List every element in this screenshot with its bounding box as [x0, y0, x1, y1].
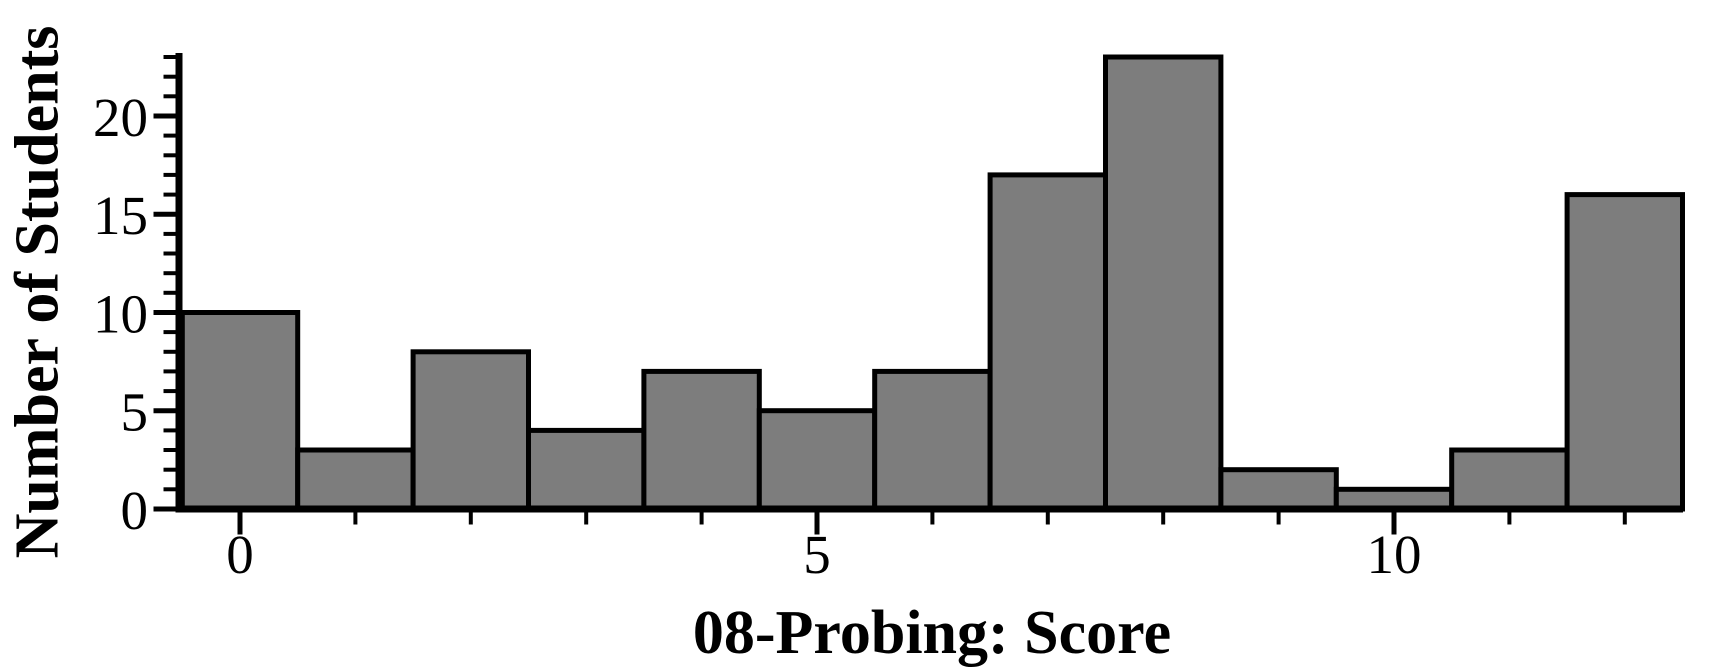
x-tick-label-5: 5	[803, 524, 831, 585]
bar-score-4	[641, 368, 762, 512]
y-tick-label-0: 0	[121, 480, 149, 541]
x-axis-label: 08-Probing: Score	[692, 599, 1172, 667]
y-tick-label-15: 15	[93, 185, 148, 246]
x-tick-label-0: 0	[226, 524, 254, 585]
bar-score-3	[526, 427, 647, 512]
y-tick-label-20: 20	[93, 87, 148, 148]
bar-score-0	[179, 310, 301, 512]
bar-score-9	[1218, 467, 1339, 512]
bar-score-7	[987, 172, 1108, 512]
y-tick-label-5: 5	[121, 382, 149, 443]
x-tick-label-10: 10	[1367, 524, 1422, 585]
bar-score-11	[1449, 447, 1570, 512]
bar-score-5	[756, 408, 878, 512]
bar-score-6	[872, 368, 993, 512]
bar-score-2	[410, 349, 532, 512]
bar-score-8	[1103, 54, 1224, 512]
y-axis-label: Number of Students	[3, 25, 72, 559]
y-tick-label-10: 10	[93, 283, 148, 344]
bar-score-1	[295, 447, 416, 512]
bar-score-12	[1564, 192, 1685, 512]
